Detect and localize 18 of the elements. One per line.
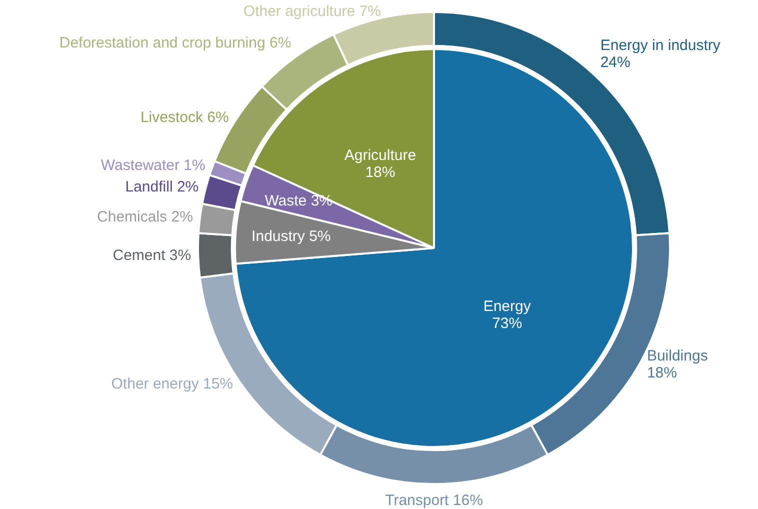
data-label: 18% (365, 164, 396, 181)
slice-label: Transport 16% (385, 492, 483, 509)
slice-label: Industry 5% (252, 228, 331, 245)
slice-label: Deforestation and crop burning 6% (59, 34, 292, 52)
data-label: 73% (492, 315, 522, 332)
slice-label: Other energy 15% (111, 376, 234, 393)
slice-label: Cement 3% (112, 246, 192, 264)
slice-label: Energy (483, 298, 532, 316)
slice-label: Agriculture (344, 146, 416, 164)
slice-label: Other agriculture 7% (243, 3, 381, 20)
slice-label: Livestock 6% (140, 108, 229, 126)
data-label: 18% (646, 364, 677, 382)
slice-label: Chemicals 2% (97, 208, 193, 226)
slice-label: Wastewater 1% (100, 156, 206, 174)
data-label: 24% (600, 54, 630, 71)
slice-label: Buildings (646, 348, 708, 365)
slice-label: Landfill 2% (125, 178, 199, 196)
slice-label: Energy in industry (600, 37, 721, 54)
